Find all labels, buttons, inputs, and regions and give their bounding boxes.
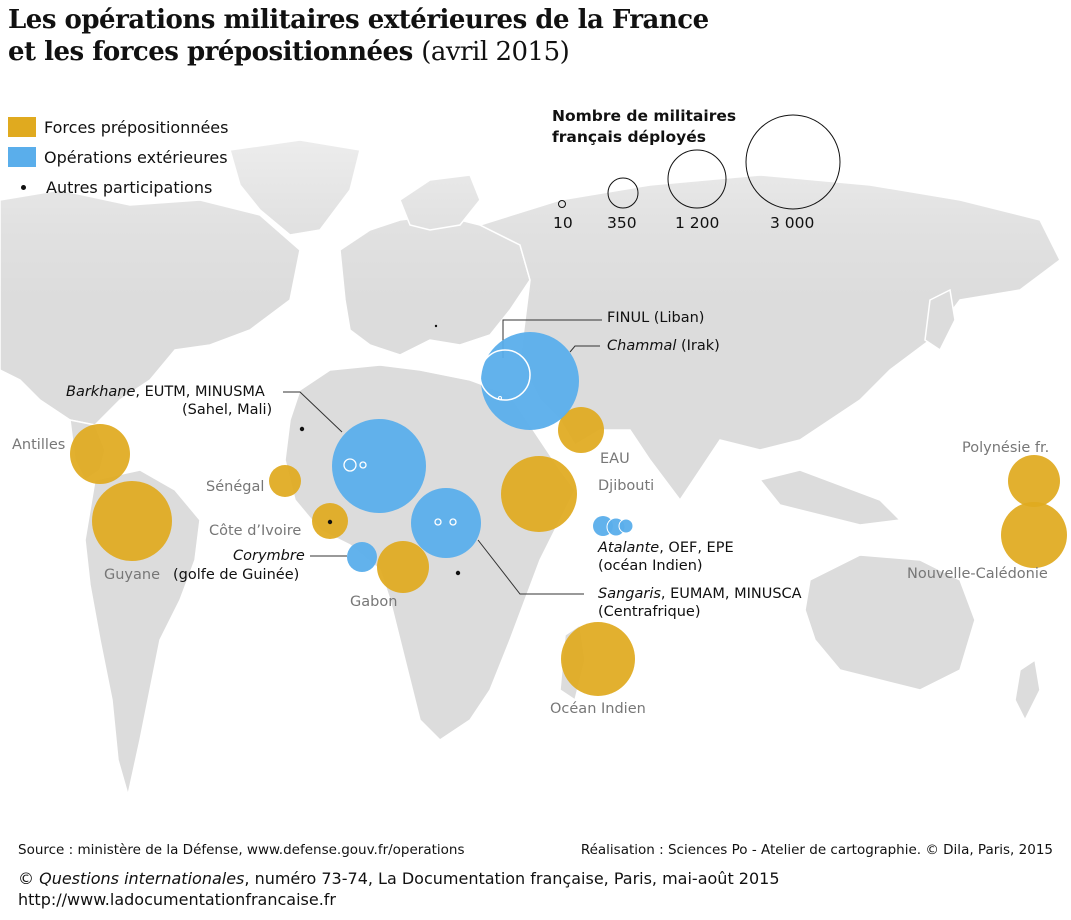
label-chammal-region: (Irak) xyxy=(680,338,720,354)
map-title: Les opérations militaires extérieures de… xyxy=(8,4,709,68)
label-corymbre-name: Corymbre xyxy=(233,548,305,564)
other-participations xyxy=(299,324,461,576)
circle-senegal xyxy=(269,465,301,497)
label-barkhane-rest: , EUTM, MINUSMA xyxy=(135,384,265,400)
size-legend-circles xyxy=(558,114,841,210)
footer-copyright: © Questions internationales, numéro 73-7… xyxy=(18,868,780,910)
participation-dot xyxy=(434,324,438,328)
footer-copyright-line: © Questions internationales, numéro 73-7… xyxy=(18,868,780,889)
label-sangaris: Sangaris, EUMAM, MINUSCA xyxy=(598,585,802,604)
circle-corymbre xyxy=(347,542,377,572)
footer-url[interactable]: http://www.ladocumentationfrancaise.fr xyxy=(18,890,336,909)
size-label-10: 10 xyxy=(553,214,573,232)
title-line-2: et les forces prépositionnées (avril 201… xyxy=(8,36,709,68)
new-zealand xyxy=(1014,658,1041,722)
external-operations xyxy=(332,332,634,572)
participation-dot xyxy=(299,426,305,432)
legend-item-prepositioned: Forces prépositionnées xyxy=(8,112,228,142)
label-finul: FINUL (Liban) xyxy=(607,310,705,326)
footer-copyright-prefix: © xyxy=(18,869,40,888)
legend-item-operations: Opérations extérieures xyxy=(8,142,228,172)
label-barkhane-region: (Sahel, Mali) xyxy=(182,402,273,418)
circle-barkhane-sub1 xyxy=(343,458,357,472)
southeast-asia-islands xyxy=(758,469,902,526)
size-label-350: 350 xyxy=(607,214,637,232)
circle-sangaris-sub1 xyxy=(434,518,442,526)
size-label-1200: 1 200 xyxy=(675,214,720,232)
circle-ocean-indien xyxy=(561,622,635,696)
label-ocean-indien: Océan Indien xyxy=(550,701,646,717)
circle-gabon xyxy=(377,541,429,593)
size-legend-title-1: Nombre de militaires xyxy=(552,107,737,125)
circle-atalante-3 xyxy=(618,518,634,534)
label-polynesie: Polynésie fr. xyxy=(962,440,1050,456)
label-senegal: Sénégal xyxy=(206,479,265,495)
leader-barkhane xyxy=(283,391,343,433)
footer-journal-name: Questions internationales xyxy=(39,869,245,888)
legend-label: Autres participations xyxy=(46,177,213,197)
circle-antilles xyxy=(70,424,130,484)
circle-sangaris xyxy=(411,488,481,558)
label-atalante-region: (océan Indien) xyxy=(598,558,703,574)
top-fade xyxy=(0,0,1071,300)
title-line-1: Les opérations militaires extérieures de… xyxy=(8,5,709,35)
size-circle-1200 xyxy=(667,149,727,209)
label-atalante-name: Atalante xyxy=(598,540,660,556)
size-circle-10 xyxy=(558,200,566,208)
label-barkhane-name: Barkhane xyxy=(66,384,136,400)
circle-nouvelle-caledonie xyxy=(1001,502,1067,568)
label-guyane: Guyane xyxy=(104,567,161,583)
participation-dot xyxy=(327,519,333,525)
label-chammal: Chammal (Irak) xyxy=(607,337,720,356)
label-nouvelle-caledonie: Nouvelle-Calédonie xyxy=(907,566,1048,582)
footer-source: Source : ministère de la Défense, www.de… xyxy=(18,842,465,858)
circle-guyane xyxy=(92,481,172,561)
legend-label: Forces prépositionnées xyxy=(44,117,229,137)
circle-finul-small xyxy=(498,396,502,400)
legend-dot-icon xyxy=(21,184,26,190)
label-eau: EAU xyxy=(600,451,630,467)
label-sangaris-name: Sangaris xyxy=(598,586,661,602)
title-date: (avril 2015) xyxy=(421,37,570,67)
participation-dot xyxy=(455,570,461,576)
circle-eau xyxy=(558,407,604,453)
circle-barkhane xyxy=(332,419,426,513)
label-corymbre-region: (golfe de Guinée) xyxy=(173,567,300,583)
legend-swatch-operations xyxy=(8,147,36,167)
title-line-2-main: et les forces prépositionnées xyxy=(8,37,413,67)
circle-barkhane-sub2 xyxy=(359,461,367,469)
size-legend-title: Nombre de militaires français déployés xyxy=(552,106,736,148)
label-djibouti: Djibouti xyxy=(598,478,655,494)
australia xyxy=(804,554,976,691)
label-atalante: Atalante, OEF, EPE xyxy=(598,539,734,558)
label-gabon: Gabon xyxy=(350,594,398,610)
legend-label: Opérations extérieures xyxy=(44,147,228,167)
size-circle-3000 xyxy=(745,114,841,210)
label-sangaris-region: (Centrafrique) xyxy=(598,604,701,620)
leader-chammal xyxy=(569,345,600,353)
label-atalante-rest: , OEF, EPE xyxy=(659,540,734,556)
leader-sangaris xyxy=(477,539,584,595)
footer-credit: Réalisation : Sciences Po - Atelier de c… xyxy=(580,842,1053,858)
legend-item-other: Autres participations xyxy=(8,172,228,202)
label-sangaris-rest: , EUMAM, MINUSCA xyxy=(660,586,802,602)
footer-copyright-rest: , numéro 73-74, La Documentation françai… xyxy=(244,869,780,888)
size-label-3000: 3 000 xyxy=(770,214,815,232)
circle-djibouti xyxy=(501,456,577,532)
label-cote-ivoire: Côte d’Ivoire xyxy=(209,523,302,539)
circle-sangaris-sub2 xyxy=(449,518,457,526)
label-antilles: Antilles xyxy=(12,437,66,453)
cote-ivoire-dot xyxy=(327,519,333,525)
legend: Forces prépositionnées Opérations extéri… xyxy=(8,112,228,202)
legend-swatch-prepositioned xyxy=(8,117,36,137)
size-circle-350 xyxy=(607,177,639,209)
circle-finul xyxy=(479,349,531,401)
label-barkhane: Barkhane, EUTM, MINUSMA xyxy=(66,383,265,402)
size-legend-title-2: français déployés xyxy=(552,128,706,146)
label-chammal-name: Chammal xyxy=(607,338,677,354)
circle-polynesie xyxy=(1008,455,1060,507)
